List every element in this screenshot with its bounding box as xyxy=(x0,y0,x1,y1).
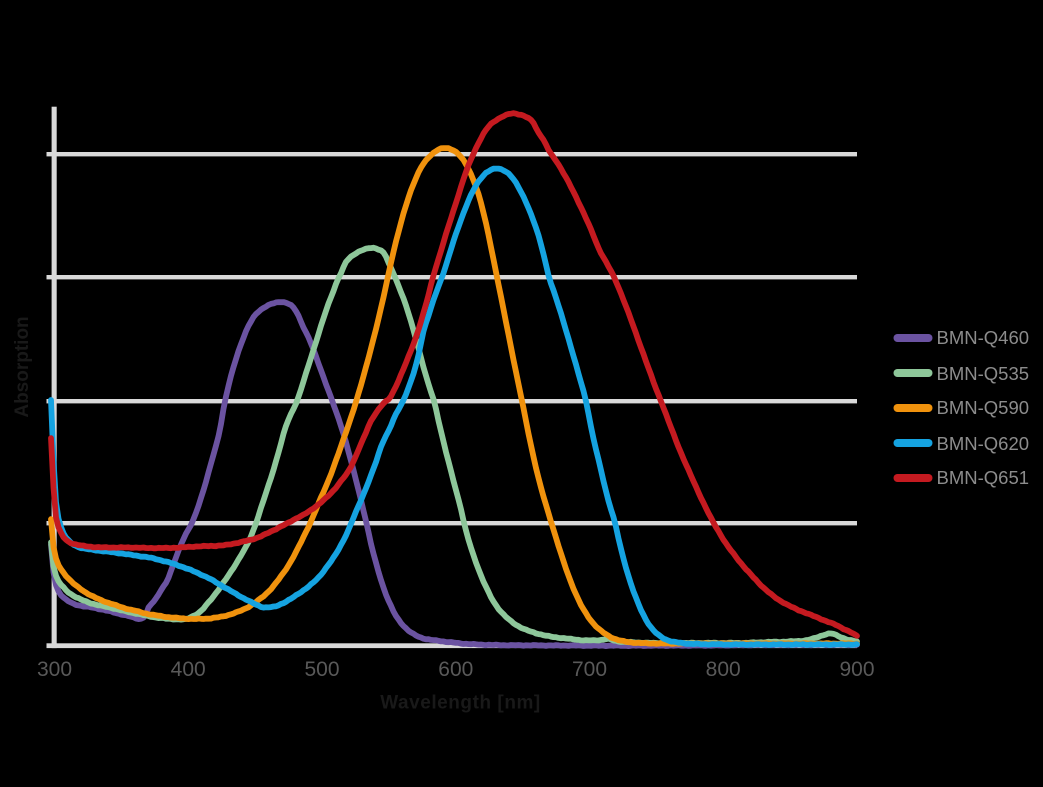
svg-text:BMN-Q651: BMN-Q651 xyxy=(937,467,1030,488)
svg-text:300: 300 xyxy=(37,658,72,681)
svg-text:600: 600 xyxy=(438,658,473,681)
svg-text:Absorption: Absorption xyxy=(12,316,33,417)
svg-text:700: 700 xyxy=(572,658,607,681)
svg-text:500: 500 xyxy=(304,658,339,681)
svg-text:Wavelength [nm]: Wavelength [nm] xyxy=(380,693,541,714)
svg-text:400: 400 xyxy=(171,658,206,681)
svg-text:800: 800 xyxy=(706,658,741,681)
svg-text:BMN-Q590: BMN-Q590 xyxy=(937,397,1030,418)
svg-text:BMN-Q535: BMN-Q535 xyxy=(937,363,1030,384)
svg-text:BMN-Q620: BMN-Q620 xyxy=(937,433,1030,454)
svg-text:900: 900 xyxy=(839,658,874,681)
svg-text:BMN-Q460: BMN-Q460 xyxy=(937,327,1030,348)
